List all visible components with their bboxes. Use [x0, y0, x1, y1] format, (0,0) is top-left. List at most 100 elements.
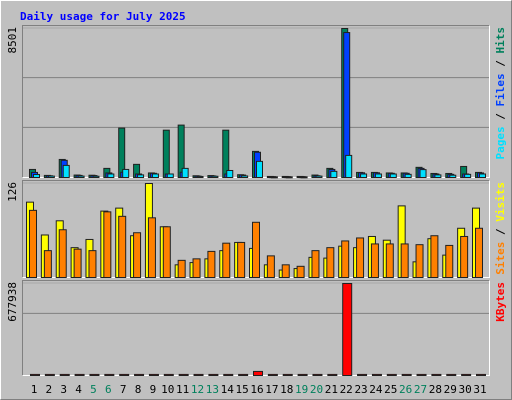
x-tick-label: 6 [105, 383, 112, 396]
bar [74, 373, 85, 377]
bar [238, 373, 249, 377]
bar [311, 250, 320, 278]
legend-entry: Hits [494, 27, 507, 54]
x-tick-label: 27 [414, 383, 427, 396]
bar [401, 373, 412, 377]
bar [464, 173, 472, 179]
panel-edge [22, 180, 490, 278]
x-tick-label: 21 [325, 383, 338, 396]
x-tick-label: 16 [250, 383, 263, 396]
x-tick-label: 8 [135, 383, 142, 396]
bar [252, 221, 260, 279]
bar [461, 373, 472, 377]
legend-entry: KBytes [494, 282, 507, 322]
bar [400, 243, 409, 279]
x-tick-label: 1 [31, 383, 38, 396]
bar [300, 176, 308, 179]
x-tick-label: 3 [60, 383, 67, 396]
x-tick-label: 17 [265, 383, 278, 396]
x-tick-label: 23 [354, 383, 367, 396]
legend-separator: / [494, 107, 507, 127]
x-tick-label: 28 [429, 383, 442, 396]
bar [147, 217, 156, 278]
bar [148, 373, 159, 377]
bar [104, 373, 115, 377]
y-tick-label: 126 [6, 182, 19, 202]
legend-entry: Sites [494, 242, 507, 275]
bar [166, 173, 174, 179]
bar [445, 244, 454, 279]
bar [371, 373, 382, 377]
bar [181, 167, 189, 178]
bar [446, 373, 457, 377]
x-tick-label: 30 [459, 383, 472, 396]
legend-entry: Files [494, 73, 507, 106]
panel [22, 280, 490, 376]
bar [241, 175, 249, 178]
x-tick-label: 9 [150, 383, 157, 396]
bar [431, 373, 442, 377]
x-tick-label: 31 [473, 383, 486, 396]
x-tick-label: 24 [369, 383, 383, 396]
bar [162, 226, 171, 278]
bar [360, 173, 368, 179]
bar [330, 170, 338, 179]
bar [88, 250, 97, 278]
bar [281, 264, 290, 279]
bar [326, 247, 335, 279]
bar [196, 175, 204, 179]
bar [89, 373, 100, 377]
bar [137, 174, 145, 178]
bar [389, 173, 397, 179]
bar [211, 175, 219, 179]
bar [77, 175, 85, 178]
bar [207, 250, 216, 278]
x-tick-label: 5 [90, 383, 97, 396]
bar [476, 373, 486, 377]
x-tick-label: 12 [191, 383, 204, 396]
legend: Sites / Visits [494, 182, 507, 275]
bar [59, 373, 70, 377]
bar [43, 250, 52, 278]
x-tick-label: 22 [340, 383, 353, 396]
bar [107, 173, 115, 179]
legend-entry: Visits [494, 182, 507, 222]
bar [47, 175, 55, 178]
x-tick-label: 29 [444, 383, 457, 396]
x-tick-label: 4 [75, 383, 82, 396]
bar [73, 248, 82, 278]
panel-edge [22, 25, 490, 178]
bar [282, 373, 293, 377]
bar [237, 241, 246, 278]
bar [475, 227, 483, 278]
bar [374, 173, 382, 179]
x-tick-label: 20 [310, 383, 323, 396]
bar [479, 173, 486, 179]
bar [193, 373, 204, 377]
y-tick-label: 677938 [6, 282, 19, 322]
bar [419, 169, 427, 178]
x-tick-label: 10 [161, 383, 174, 396]
bar [163, 373, 174, 377]
bar [62, 164, 70, 178]
bar [133, 232, 142, 279]
bar [404, 173, 412, 179]
bar [30, 373, 40, 377]
bar [103, 211, 112, 279]
bar [134, 373, 145, 377]
bar [44, 373, 55, 377]
bar [118, 215, 127, 278]
bar [285, 176, 293, 179]
bar [296, 265, 305, 278]
x-tick-label: 2 [46, 383, 53, 396]
bar [415, 244, 424, 279]
bar [222, 242, 231, 278]
bar [345, 154, 353, 179]
x-tick-label: 19 [295, 383, 308, 396]
bar [460, 235, 469, 278]
bar [256, 160, 263, 178]
y-tick-label: 8501 [6, 27, 19, 54]
bar [385, 243, 394, 279]
